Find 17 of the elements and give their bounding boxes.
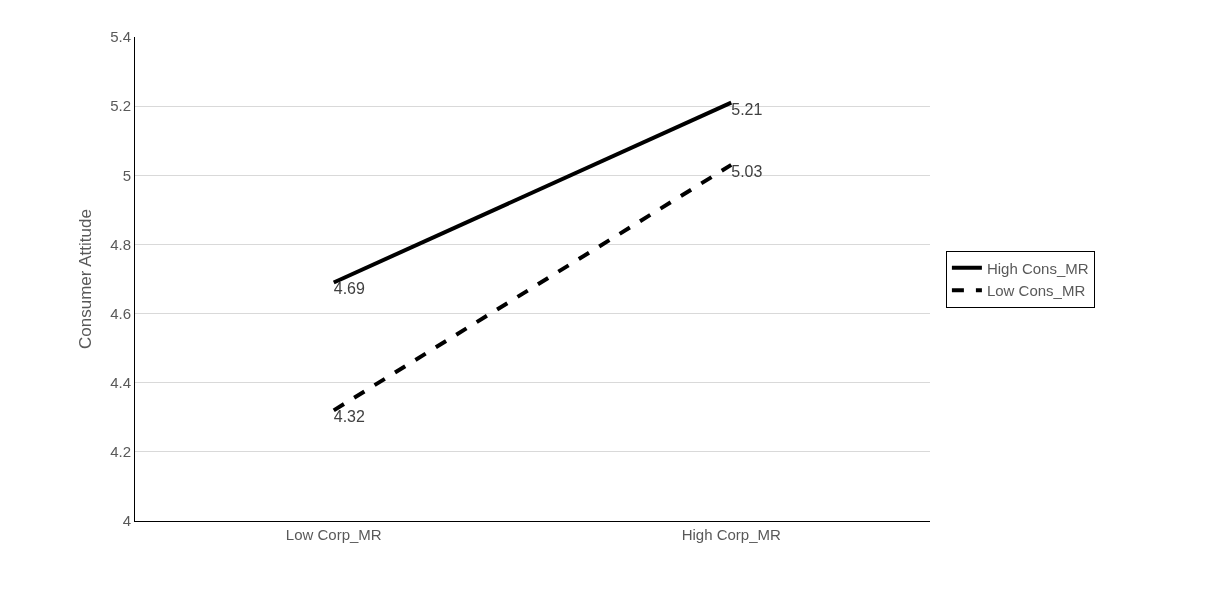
y-tick-label: 4.2: [110, 443, 131, 461]
y-tick-label: 4.4: [110, 373, 131, 391]
data-label: 4.32: [333, 408, 365, 426]
x-tick-label: High Corp_MR: [681, 526, 782, 543]
x-tick-label: Low Corp_MR: [285, 526, 382, 543]
data-label: 5.21: [731, 100, 763, 118]
data-label: 4.69: [333, 280, 365, 298]
y-tick-label: 4.6: [110, 304, 131, 322]
y-tick-label: 4.8: [110, 235, 131, 253]
y-tick-label: 4: [122, 512, 131, 530]
legend-label: Low Cons_MR: [986, 282, 1086, 300]
legend-label: High Cons_MR: [986, 259, 1089, 277]
data-label: 5.03: [731, 162, 763, 180]
y-tick-label: 5.4: [110, 28, 131, 46]
y-tick-label: 5.2: [110, 97, 131, 115]
y-axis-title: Consumer Attitude: [76, 209, 95, 349]
y-tick-label: 5: [122, 166, 131, 184]
